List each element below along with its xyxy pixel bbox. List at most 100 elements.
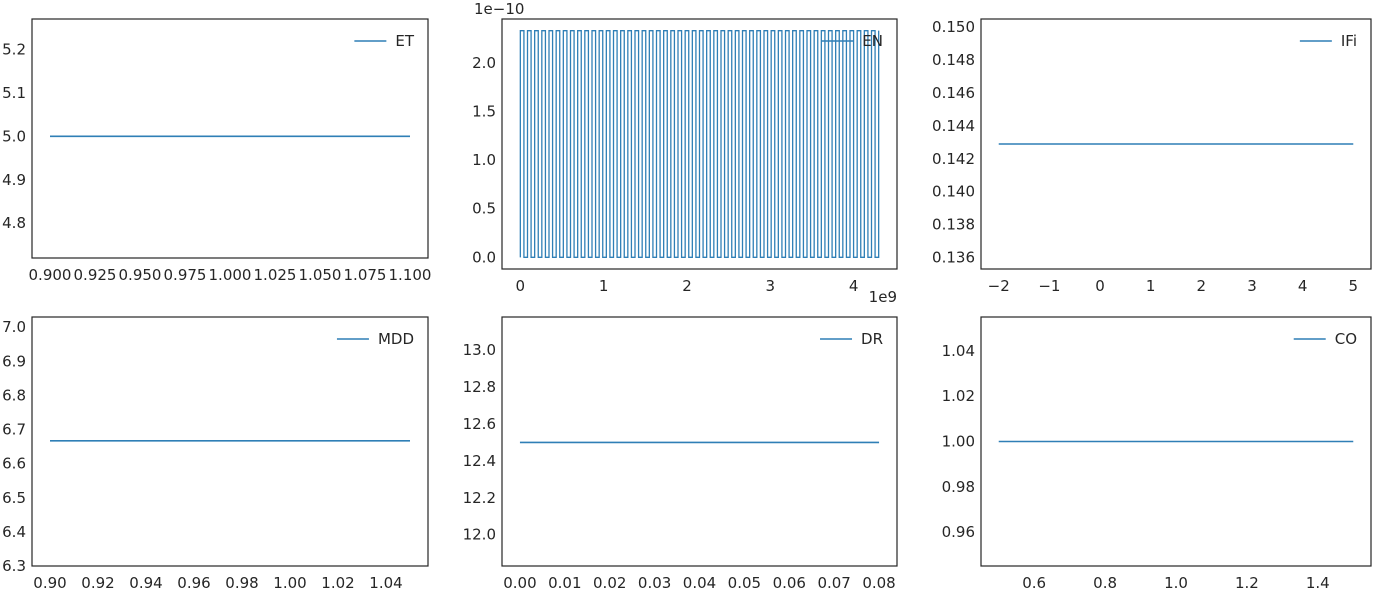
subplot-co: 0.6 0.8 1.0 1.2 1.4 0.96 0.98 1.00 1.02 1.04 CO — [942, 316, 1372, 589]
subplot-dr: 0.00 0.01 0.02 0.03 0.04 0.05 0.06 0.07 0.08 12.0… — [463, 316, 898, 589]
x-tick-label: 1.025 — [254, 266, 297, 284]
x-tick-label: 0.02 — [593, 574, 626, 589]
x-tick-label: 1.4 — [1306, 574, 1330, 589]
y-tick-label: 6.9 — [2, 352, 26, 370]
y-offset-label: 1e−10 — [474, 0, 524, 18]
y-tick-label: 0.150 — [932, 18, 975, 36]
x-tick-label: 5 — [1348, 277, 1358, 295]
axes-frame — [980, 316, 1372, 567]
subplot-et: 0.900 0.925 0.950 0.975 1.000 1.025 1.050 1.075… — [2, 18, 432, 284]
subplot-en: 0 1 2 3 4 0.0 0.5 1.0 1.5 2.0 1e−10 1e9 EN — [472, 0, 898, 306]
series-line-en — [519, 30, 880, 258]
y-tick-label: 12.6 — [463, 415, 496, 433]
x-tick-label: 0.05 — [728, 574, 761, 589]
axes-frame — [980, 18, 1372, 270]
legend: MDD — [336, 330, 414, 348]
x-tick-label: 0.96 — [177, 574, 210, 589]
y-tick-label: 6.3 — [2, 557, 26, 575]
legend: ET — [354, 32, 415, 50]
y-tick-label: 4.8 — [2, 214, 26, 232]
x-tick-label: 0 — [516, 277, 526, 295]
y-tick-label: 12.0 — [463, 526, 496, 544]
y-tick-label: 0.140 — [932, 183, 975, 201]
y-tick-label: 6.8 — [2, 386, 26, 404]
legend-label: ET — [395, 32, 414, 50]
x-tick-label: 0.8 — [1093, 574, 1117, 589]
legend: EN — [821, 32, 883, 50]
subplot-mdd: 0.90 0.92 0.94 0.96 0.98 1.00 1.02 1.04 6.3 6.4 6.… — [2, 316, 429, 589]
x-tick-label: 0.01 — [548, 574, 581, 589]
legend-label: IFi — [1341, 32, 1357, 50]
y-tick-label: 12.2 — [463, 489, 496, 507]
x-tick-label: 1 — [1146, 277, 1156, 295]
y-tick-label: 0.142 — [932, 150, 975, 168]
x-tick-label: 0.925 — [74, 266, 117, 284]
y-tick-label: 1.0 — [472, 151, 496, 169]
y-tick-label: 0.146 — [932, 84, 975, 102]
x-tick-label: −2 — [988, 277, 1010, 295]
x-tick-label: 3 — [1247, 277, 1257, 295]
x-tick-label: 0.950 — [119, 266, 162, 284]
axes-frame — [31, 18, 429, 259]
y-tick-label: 0.138 — [932, 216, 975, 234]
legend-label: DR — [861, 330, 883, 348]
x-tick-label: 0.94 — [129, 574, 162, 589]
y-tick-label: 6.5 — [2, 489, 26, 507]
y-tick-label: 6.7 — [2, 421, 26, 439]
x-tick-label: 1.2 — [1235, 574, 1259, 589]
y-tick-label: 0.148 — [932, 51, 975, 69]
x-tick-label: 2 — [682, 277, 692, 295]
legend-label: MDD — [378, 330, 414, 348]
x-tick-label: 0 — [1095, 277, 1105, 295]
x-tick-label: 1.100 — [389, 266, 432, 284]
y-tick-label: 5.2 — [2, 40, 26, 58]
y-tick-label: 2.0 — [472, 54, 496, 72]
legend: DR — [820, 330, 883, 348]
y-tick-label: 6.4 — [2, 523, 26, 541]
legend: IFi — [1299, 32, 1357, 50]
x-tick-label: 1.050 — [299, 266, 342, 284]
y-tick-label: 4.9 — [2, 171, 26, 189]
y-tick-label: 0.5 — [472, 200, 496, 218]
y-tick-label: 12.8 — [463, 378, 496, 396]
x-tick-label: 0.08 — [862, 574, 895, 589]
x-tick-label: 1.000 — [209, 266, 252, 284]
y-tick-label: 6.6 — [2, 455, 26, 473]
subplot-ifi: −2 −1 0 1 2 3 4 5 0.136 0.138 0.140 0.142 0.144 0.146… — [932, 18, 1372, 295]
y-tick-label: 0.0 — [472, 248, 496, 266]
x-tick-label: 0.98 — [225, 574, 258, 589]
legend-label: CO — [1335, 330, 1357, 348]
y-tick-label: 13.0 — [463, 341, 496, 359]
y-tick-label: 0.96 — [942, 523, 975, 541]
y-tick-label: 5.0 — [2, 127, 26, 145]
y-tick-label: 0.136 — [932, 248, 975, 266]
x-offset-label: 1e9 — [869, 288, 897, 306]
y-tick-label: 1.02 — [942, 387, 975, 405]
y-tick-label: 0.144 — [932, 117, 975, 135]
x-tick-label: 1.075 — [344, 266, 387, 284]
x-tick-label: 0.90 — [33, 574, 66, 589]
y-tick-label: 12.4 — [463, 452, 496, 470]
x-tick-label: 4 — [849, 277, 859, 295]
y-tick-label: 5.1 — [2, 84, 26, 102]
x-tick-label: 0.03 — [638, 574, 671, 589]
y-tick-label: 1.04 — [942, 342, 975, 360]
x-tick-label: 0.6 — [1022, 574, 1046, 589]
x-tick-label: 1.00 — [273, 574, 306, 589]
x-tick-label: 0.900 — [29, 266, 72, 284]
x-tick-label: 1.02 — [321, 574, 354, 589]
legend: CO — [1293, 330, 1357, 348]
x-tick-label: 1 — [599, 277, 609, 295]
x-tick-label: 0.975 — [164, 266, 207, 284]
x-tick-label: 2 — [1197, 277, 1207, 295]
x-tick-label: 0.06 — [773, 574, 806, 589]
x-tick-label: 0.92 — [81, 574, 114, 589]
y-tick-label: 1.00 — [942, 433, 975, 451]
axes-frame — [501, 316, 898, 567]
y-tick-label: 1.5 — [472, 102, 496, 120]
x-tick-label: 1.04 — [369, 574, 402, 589]
axes-frame — [501, 18, 898, 270]
x-tick-label: 0.04 — [683, 574, 716, 589]
x-tick-label: −1 — [1038, 277, 1060, 295]
